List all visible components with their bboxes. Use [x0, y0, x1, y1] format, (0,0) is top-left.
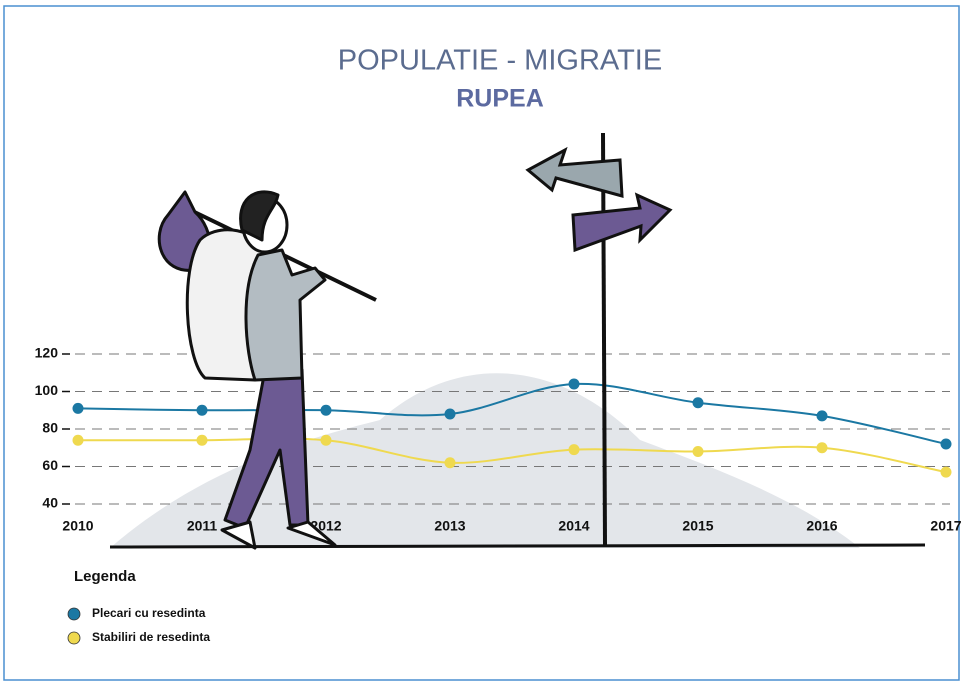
x-tick-label: 2010: [62, 518, 93, 534]
data-point: [72, 434, 84, 446]
series-line: [78, 437, 947, 474]
x-tick-label: 2011: [187, 518, 218, 534]
backpack: [185, 228, 267, 382]
legend-title: Legenda: [74, 568, 136, 585]
data-point: [320, 404, 332, 416]
y-tick-label: 80: [42, 420, 58, 436]
series-line: [77, 382, 947, 445]
x-tick-label: 2015: [682, 518, 713, 534]
data-point: [816, 410, 828, 422]
data-point: [568, 378, 580, 390]
data-point: [940, 438, 952, 450]
x-tick-label: 2017: [930, 518, 961, 534]
plot-area: [72, 378, 952, 478]
data-point: [444, 408, 456, 420]
jacket: [244, 248, 327, 382]
ground: [109, 543, 926, 549]
data-point: [940, 466, 952, 478]
arrow-left: [525, 146, 624, 198]
x-tick-label: 2014: [558, 518, 589, 534]
chart-subtitle: RUPEA: [456, 85, 544, 113]
data-point: [568, 444, 580, 456]
data-point: [444, 457, 456, 469]
frame: [3, 5, 960, 681]
data-point: [692, 397, 704, 409]
signpost: [525, 132, 673, 546]
legend-label: Stabiliri de resedinta: [92, 630, 210, 644]
shoes: [220, 520, 337, 550]
data-point: [692, 446, 704, 457]
chart-title: POPULATIE - MIGRATIE: [338, 45, 662, 77]
data-point: [72, 402, 84, 414]
legend-label: Plecari cu resedinta: [92, 606, 206, 620]
legend: Plecari cu resedinta Stabiliri de resedin…: [67, 606, 210, 645]
y-tick-label: 40: [42, 495, 58, 511]
pole: [601, 132, 607, 546]
y-tick-label: 100: [35, 382, 59, 398]
data-point: [320, 434, 332, 446]
legs: [223, 368, 310, 530]
data-point: [196, 434, 208, 446]
x-tick-label: 2016: [806, 518, 837, 534]
y-tick-label: 60: [42, 457, 58, 473]
y-tick-label: 120: [35, 345, 59, 361]
x-tick-label: 2013: [434, 518, 465, 534]
hiker: [157, 190, 377, 550]
legend-marker: [67, 607, 81, 621]
legend-marker: [67, 631, 81, 645]
arrow-right: [571, 192, 673, 253]
data-point: [816, 442, 828, 454]
hair: [239, 190, 280, 242]
data-point: [196, 404, 208, 416]
